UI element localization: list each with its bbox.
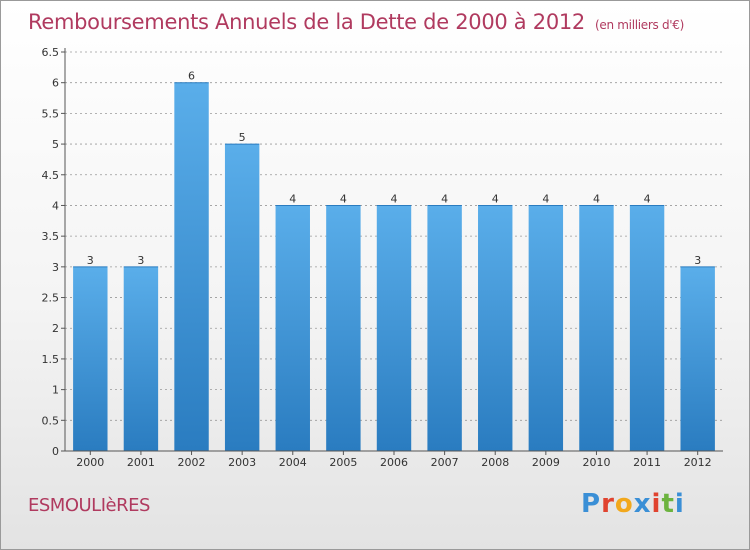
y-tick-label: 0.5 xyxy=(42,414,60,427)
x-tick-label: 2001 xyxy=(127,456,155,469)
data-label: 6 xyxy=(188,70,195,83)
logo-letter: x xyxy=(633,489,652,519)
bar xyxy=(376,205,412,451)
data-label: 4 xyxy=(593,192,600,205)
bar xyxy=(629,205,665,451)
logo-letter: i xyxy=(651,489,662,519)
x-tick-label: 2005 xyxy=(329,456,357,469)
y-tick-label: 4.5 xyxy=(42,169,60,182)
x-tick-label: 2008 xyxy=(481,456,509,469)
x-tick-label: 2009 xyxy=(532,456,560,469)
y-tick-label: 2 xyxy=(52,322,59,335)
y-tick-label: 5 xyxy=(52,138,59,151)
data-label: 4 xyxy=(289,192,296,205)
bar xyxy=(224,144,260,452)
data-label: 3 xyxy=(694,254,701,267)
bar xyxy=(123,266,159,451)
data-label: 5 xyxy=(239,131,246,144)
bar xyxy=(528,205,564,451)
y-tick-label: 5.5 xyxy=(42,107,60,120)
bar xyxy=(326,205,361,451)
data-label: 4 xyxy=(542,192,549,205)
logo-letter: t xyxy=(661,489,675,519)
x-tick-label: 2012 xyxy=(684,456,712,469)
logo-letter: P xyxy=(581,489,602,519)
x-tick-label: 2010 xyxy=(582,456,610,469)
y-tick-label: 4 xyxy=(52,199,59,212)
x-tick-label: 2004 xyxy=(279,456,307,469)
data-label: 4 xyxy=(441,192,448,205)
town-name: ESMOULIèRES xyxy=(28,495,150,516)
x-tick-label: 2006 xyxy=(380,456,408,469)
proxiti-logo: Proxiti xyxy=(581,489,685,519)
y-tick-label: 1 xyxy=(52,384,59,397)
chart-title-text: Remboursements Annuels de la Dette de 20… xyxy=(28,10,585,34)
bar xyxy=(73,266,108,451)
logo-letter: r xyxy=(601,489,615,519)
bar xyxy=(680,266,715,451)
logo-letter: i xyxy=(674,489,685,519)
bar xyxy=(275,205,310,451)
data-label: 3 xyxy=(87,254,94,267)
data-label: 4 xyxy=(492,192,499,205)
bar xyxy=(579,205,614,451)
data-label: 4 xyxy=(391,192,398,205)
data-label: 4 xyxy=(644,192,651,205)
bar xyxy=(174,82,209,451)
logo-letter: o xyxy=(614,489,634,519)
y-tick-label: 0 xyxy=(52,445,59,458)
x-tick-label: 2002 xyxy=(178,456,206,469)
y-tick-label: 2.5 xyxy=(42,292,60,305)
chart-subtitle: (en milliers d'€) xyxy=(595,18,685,32)
x-tick-label: 2003 xyxy=(228,456,256,469)
x-tick-label: 2000 xyxy=(76,456,104,469)
bar xyxy=(478,205,513,451)
x-tick-label: 2007 xyxy=(431,456,459,469)
y-tick-label: 6.5 xyxy=(42,46,60,59)
chart-title: Remboursements Annuels de la Dette de 20… xyxy=(28,10,684,34)
y-tick-label: 1.5 xyxy=(42,353,60,366)
bar xyxy=(427,205,462,451)
y-tick-label: 3 xyxy=(52,261,59,274)
y-tick-label: 6 xyxy=(52,77,59,90)
data-label: 4 xyxy=(340,192,347,205)
y-tick-label: 3.5 xyxy=(42,230,60,243)
data-label: 3 xyxy=(137,254,144,267)
x-tick-label: 2011 xyxy=(633,456,661,469)
